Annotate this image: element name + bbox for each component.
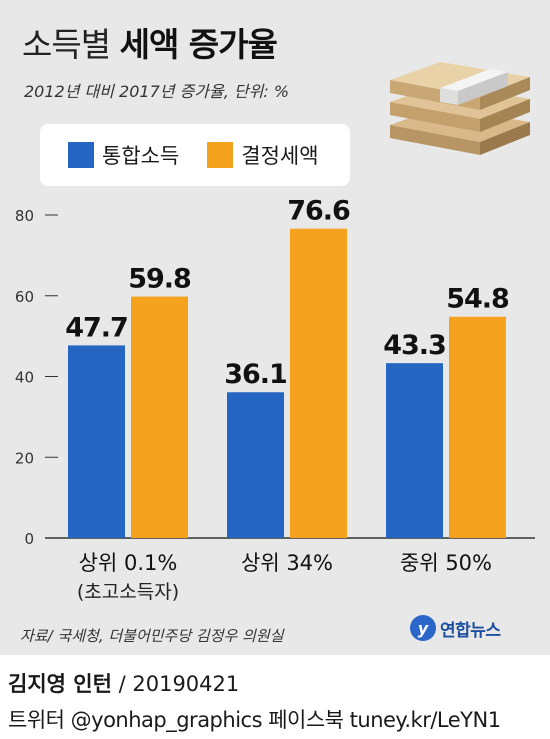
bar-income: [386, 363, 443, 538]
y-tick-label: 80: [15, 207, 34, 225]
bar-value-label: 76.6: [287, 196, 350, 227]
author-name: 김지영 인턴: [8, 672, 112, 696]
bar-value-label: 43.3: [383, 330, 446, 361]
source-note: 자료/ 국세청, 더불어민주당 김정우 의원실: [20, 627, 284, 645]
money-bundle-top: [390, 62, 530, 110]
x-category-label: 상위 34%: [241, 551, 333, 575]
x-category-label: 상위 0.1%: [79, 551, 178, 575]
infographic-card: 소득별 세액 증가율 2012년 대비 2017년 증가율, 단위: % 통합소…: [0, 0, 550, 655]
yonhap-logo-text: 연합뉴스: [440, 620, 501, 641]
yonhap-logo: y 연합뉴스: [410, 615, 501, 641]
legend-swatch-tax: [207, 142, 234, 168]
chart-legend: 통합소득 결정세액: [40, 124, 350, 186]
legend-swatch-income: [68, 142, 94, 168]
bar-value-label: 54.8: [446, 284, 509, 315]
y-tick-label: 40: [15, 369, 34, 387]
title-main: 세액 증가율: [119, 25, 278, 64]
credit-line: 김지영 인턴 / 20190421: [8, 668, 239, 698]
chart-subtitle: 2012년 대비 2017년 증가율, 단위: %: [24, 82, 290, 101]
x-category-label: 중위 50%: [400, 551, 492, 575]
bar-value-label: 59.8: [128, 264, 191, 295]
legend-item-income: 통합소득: [68, 140, 179, 170]
legend-label-income: 통합소득: [102, 144, 180, 168]
bar-tax: [449, 316, 506, 538]
publish-date: / 20190421: [118, 672, 240, 696]
social-links: 트위터 @yonhap_graphics 페이스북 tuney.kr/LeYN1: [8, 708, 501, 732]
chart-title: 소득별 세액 증가율: [22, 18, 278, 66]
y-tick-label: 20: [15, 449, 34, 467]
bar-tax: [290, 228, 347, 538]
legend-label-tax: 결정세액: [241, 144, 319, 168]
y-tick-label: 60: [15, 288, 34, 306]
bar-value-label: 36.1: [224, 359, 287, 390]
title-prefix: 소득별: [22, 25, 111, 64]
x-category-note: (초고소득자): [77, 581, 179, 603]
y-tick-label: 0: [24, 530, 34, 548]
money-stack-illustration: [390, 62, 530, 155]
bar-value-label: 47.7: [65, 312, 128, 343]
bar-income: [68, 345, 125, 538]
bar-tax: [131, 296, 188, 538]
yonhap-logo-mark: y: [410, 615, 436, 641]
bar-chart: 0 20 40 60 80 47.759.8 상위 0.1% (초고소득자) 36.1 76.6 상…: [15, 196, 535, 603]
bar-income: [227, 392, 284, 538]
legend-item-tax: 결정세액: [207, 140, 319, 170]
